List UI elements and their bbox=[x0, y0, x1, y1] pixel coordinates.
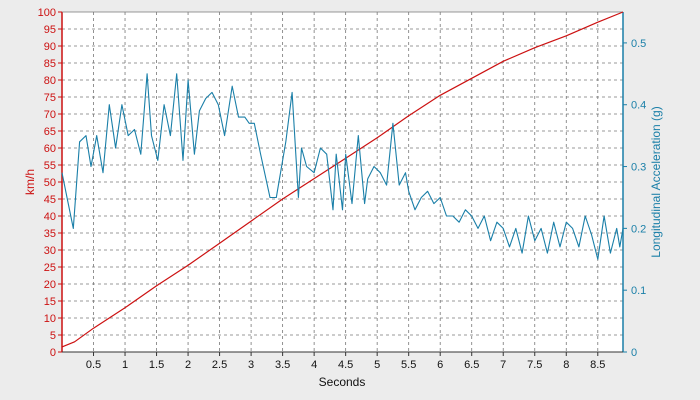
y-left-tick-label: 75 bbox=[44, 92, 56, 104]
speed-series-line bbox=[61, 11, 624, 348]
x-tick-label: 5 bbox=[374, 359, 380, 371]
x-tick-label: 4 bbox=[311, 359, 317, 371]
series-lines bbox=[61, 11, 624, 348]
y-left-tick-label: 80 bbox=[44, 75, 56, 87]
y-left-tick-label: 25 bbox=[44, 262, 56, 274]
y-left-tick-label: 20 bbox=[44, 279, 56, 291]
y-left-tick-label: 90 bbox=[44, 41, 56, 53]
y-left-tick-label: 70 bbox=[44, 109, 56, 121]
y-left-tick-label: 100 bbox=[38, 7, 56, 19]
x-tick-label: 0.5 bbox=[86, 359, 101, 371]
y-left-tick-label: 15 bbox=[44, 296, 56, 308]
y-left-tick-label: 35 bbox=[44, 228, 56, 240]
x-tick-label: 6 bbox=[437, 359, 443, 371]
plot-area bbox=[62, 12, 623, 352]
x-tick-label: 5.5 bbox=[401, 359, 416, 371]
y-left-tick-label: 55 bbox=[44, 160, 56, 172]
y-axis-left-label: km/h bbox=[23, 169, 37, 195]
y-left-tick-label: 0 bbox=[50, 347, 56, 359]
x-tick-label: 4.5 bbox=[338, 359, 353, 371]
x-tick-label: 7.5 bbox=[527, 359, 542, 371]
x-tick-label: 1.5 bbox=[149, 359, 164, 371]
y-left-tick-label: 65 bbox=[44, 126, 56, 138]
x-tick-label: 8.5 bbox=[590, 359, 605, 371]
y-left-tick-label: 85 bbox=[44, 58, 56, 70]
y-right-tick-label: 0.1 bbox=[631, 285, 646, 297]
y-left-tick-label: 40 bbox=[44, 211, 56, 223]
x-tick-label: 3 bbox=[248, 359, 254, 371]
y-left-tick-label: 30 bbox=[44, 245, 56, 257]
y-left-tick-label: 50 bbox=[44, 177, 56, 189]
y-left-tick-label: 5 bbox=[50, 330, 56, 342]
x-tick-label: 2.5 bbox=[212, 359, 227, 371]
x-tick-label: 6.5 bbox=[464, 359, 479, 371]
y-left-tick-label: 45 bbox=[44, 194, 56, 206]
x-tick-label: 2 bbox=[185, 359, 191, 371]
y-left-tick-label: 60 bbox=[44, 143, 56, 155]
axes bbox=[58, 11, 627, 356]
y-left-tick-label: 10 bbox=[44, 313, 56, 325]
y-left-tick-label: 95 bbox=[44, 24, 56, 36]
y-right-tick-label: 0.3 bbox=[631, 162, 646, 174]
y-right-tick-label: 0 bbox=[631, 347, 637, 359]
y-axis-right-label: Longitudinal Acceleration (g) bbox=[649, 106, 663, 257]
gridlines bbox=[62, 12, 623, 352]
x-tick-label: 7 bbox=[500, 359, 506, 371]
y-right-tick-label: 0.5 bbox=[631, 38, 646, 50]
x-tick-label: 8 bbox=[563, 359, 569, 371]
x-axis-label: Seconds bbox=[319, 375, 366, 389]
x-tick-label: 3.5 bbox=[275, 359, 290, 371]
y-right-tick-label: 0.2 bbox=[631, 223, 646, 235]
y-right-tick-label: 0.4 bbox=[631, 100, 646, 112]
tick-labels: 0510152025303540455055606570758085909510… bbox=[38, 7, 647, 371]
acceleration-series-line bbox=[61, 73, 624, 260]
x-tick-label: 1 bbox=[122, 359, 128, 371]
